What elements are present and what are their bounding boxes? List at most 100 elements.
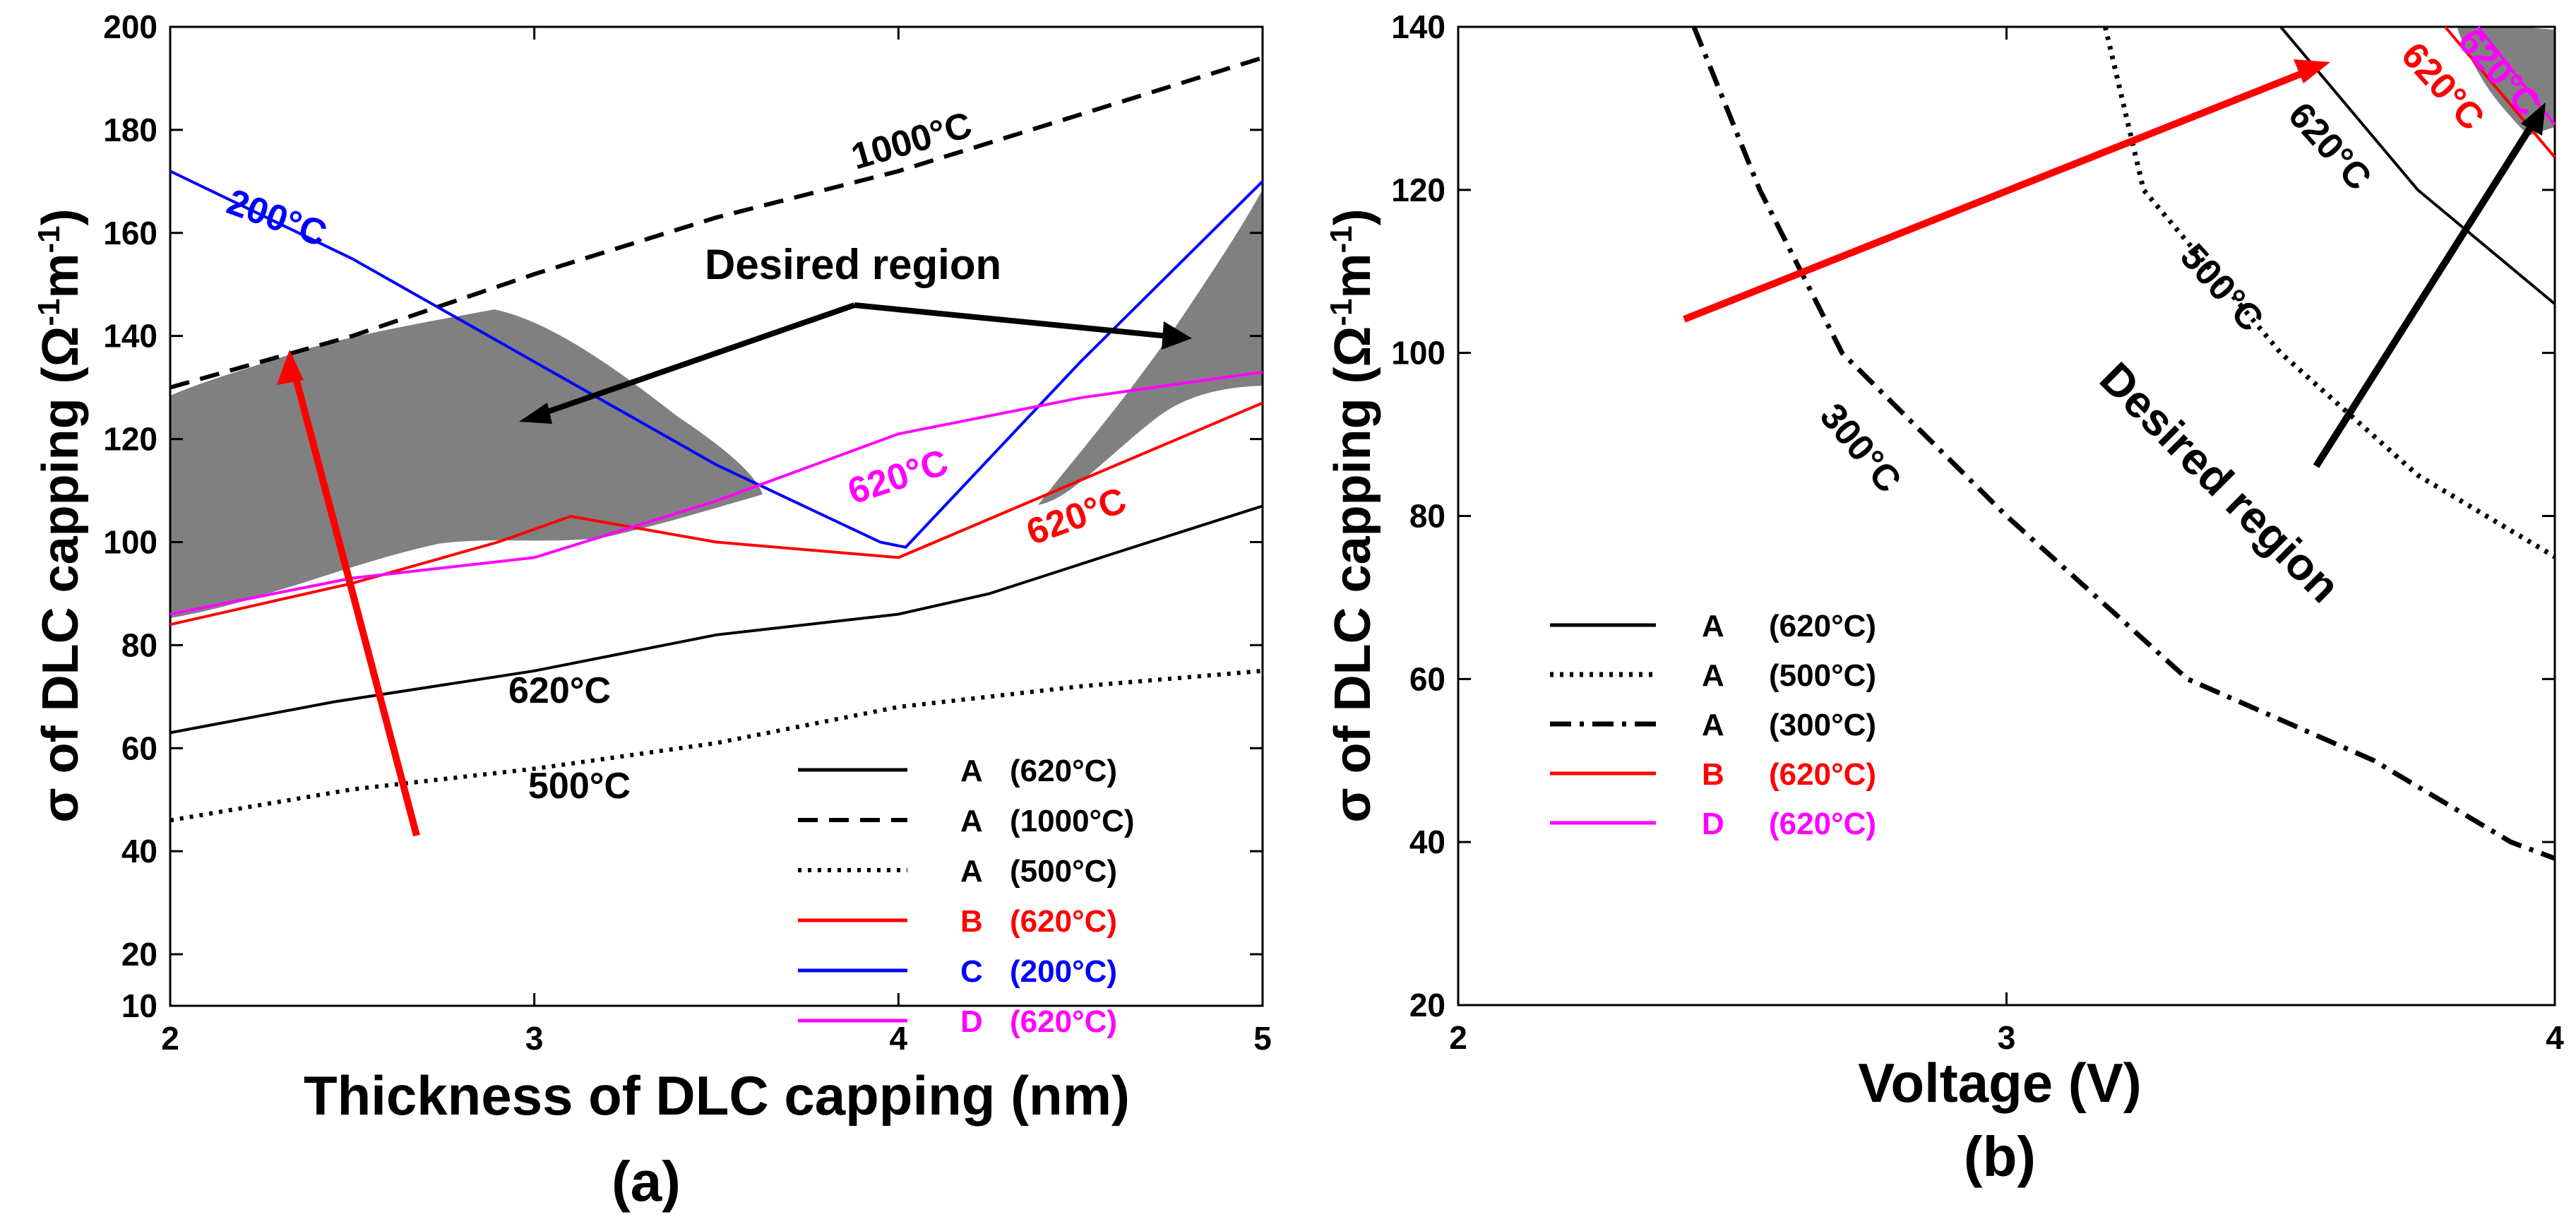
b-ylabel-mid: m [1325,254,1381,299]
label-620c-red: 620°C [1021,480,1131,553]
y-tick-label: 80 [1409,498,1445,535]
red-arrowhead-a [277,350,304,385]
red-trend-arrow-b [1683,67,2310,323]
legend-letter: A [1702,658,1724,693]
y-tick-label: 40 [121,833,157,869]
series-line-a-500 [2102,26,2556,559]
label-620c-black-b: 620°C [2280,95,2379,198]
panel-a-series-group [169,55,1264,823]
a-ylabel-end: ) [32,208,89,225]
legend-temp: (200°C) [1010,954,1117,989]
legend-temp: (620°C) [1769,807,1876,841]
arrowhead-right [1162,321,1192,350]
legend-temp: (500°C) [1010,854,1117,889]
y-tick-label: 20 [1409,987,1445,1023]
label-620c-black: 620°C [508,670,611,711]
legend-temp: (620°C) [1010,1004,1117,1039]
b-ylabel-sup1: -1 [1324,299,1359,326]
x-tick-label: 4 [2546,1019,2564,1056]
y-tick-label: 120 [103,421,157,458]
y-tick-label: 120 [1391,172,1445,208]
arrowhead-left [519,403,552,424]
a-ylabel-sup2: -1 [32,225,66,253]
panel-b-legend: A (620°C) A (500°C) A (300°C) B (620°C) D (620°C) [1550,609,1876,841]
b-ylabel-end: ) [1325,208,1381,225]
legend-temp: (620°C) [1010,754,1117,788]
panel-a-axes-frame [169,25,1264,1007]
label-500c: 500°C [528,766,631,807]
y-tick-label: 80 [121,627,157,663]
desired-region-shade-b [2457,26,2555,136]
panel-a-legend: A (620°C) A (1000°C) A (500°C) B (620°C) C (200°C… [798,754,1135,1039]
legend-temp: (620°C) [1769,757,1876,792]
panel-b-x-axis-label: Voltage (V) [1858,1052,2142,1114]
y-tick-label: 160 [103,215,157,251]
y-tick-label: 140 [103,318,157,355]
label-1000c: 1000°C [847,105,976,178]
panel-b-ticks: 2 3 4 20 40 60 80 100 120 140 [1391,8,2564,1056]
b-ylabel-main: σ of DLC capping (Ω [1325,326,1381,823]
y-tick-label: 140 [1391,8,1445,45]
x-tick-label: 4 [890,1020,908,1057]
label-500c-b: 500°C [2172,236,2271,340]
desired-region-arrows-a [532,302,1176,420]
black-trend-arrow-b [2313,118,2539,468]
legend-letter: A [1702,708,1724,742]
x-tick-label: 3 [1998,1019,2016,1056]
x-tick-label: 3 [525,1020,544,1057]
panel-a-y-axis-label: σ of DLC capping (Ω-1m-1) [32,208,89,822]
panel-b-label: (b) [1964,1125,2036,1188]
a-ylabel-mid: m [32,254,89,299]
series-line-b-620 [169,401,1263,627]
y-tick-label: 180 [103,112,157,148]
desired-region-left-shade [170,309,763,618]
series-line-a-1000 [169,55,1263,390]
legend-temp: (300°C) [1769,708,1876,742]
legend-letter: B [1702,757,1724,792]
series-line-a-300 [1691,25,2556,861]
series-line-a-500 [169,668,1263,823]
a-ylabel-sup1: -1 [32,299,66,326]
red-arrowhead-b [2294,59,2330,83]
label-620c-magenta: 620°C [843,441,953,512]
series-line-c-200 [169,170,1264,549]
desired-region-right-shade [1038,189,1263,505]
legend-letter: D [960,1004,983,1039]
black-arrowhead-b [2521,102,2546,136]
red-trend-arrow-a [290,366,420,837]
desired-region-label-b: Desired region [2090,352,2350,612]
panel-b-y-axis-label: σ of DLC capping (Ω-1m-1) [1324,208,1381,822]
y-tick-label: 100 [103,523,157,560]
a-ylabel-main: σ of DLC capping (Ω [32,326,89,823]
legend-letter: C [960,954,983,989]
legend-letter: B [960,904,983,939]
legend-temp: (1000°C) [1010,804,1135,838]
legend-letter: A [960,754,983,788]
y-tick-label: 40 [1409,824,1445,860]
panel-a-chart: 2 3 4 5 10 20 40 60 80 100 120 140 160 180 200 200°C 1… [32,8,1272,1213]
legend-letter: D [1702,807,1724,841]
panel-b-axes-frame [1457,25,2556,1007]
x-tick-label: 2 [1449,1019,1467,1056]
legend-letter: A [960,854,983,889]
desired-region-label-a: Desired region [705,241,1001,288]
y-tick-label: 100 [1391,335,1445,372]
panel-a-label: (a) [612,1150,681,1213]
panel-a-x-axis-label: Thickness of DLC capping (nm) [304,1064,1130,1127]
label-200c: 200°C [222,182,332,255]
legend-temp: (500°C) [1769,658,1876,693]
x-tick-label: 2 [161,1020,179,1057]
y-tick-label: 60 [121,730,157,766]
y-tick-label: 60 [1409,660,1445,697]
b-ylabel-sup2: -1 [1324,225,1359,253]
series-line-a-620 [2279,25,2556,305]
legend-temp: (620°C) [1010,904,1117,939]
label-300c-b: 300°C [1812,396,1909,500]
series-line-a-620 [169,504,1263,735]
y-tick-label: 20 [121,936,157,973]
legend-letter: A [960,804,983,838]
series-line-b-620 [2444,25,2556,158]
x-tick-label: 5 [1253,1020,1272,1057]
